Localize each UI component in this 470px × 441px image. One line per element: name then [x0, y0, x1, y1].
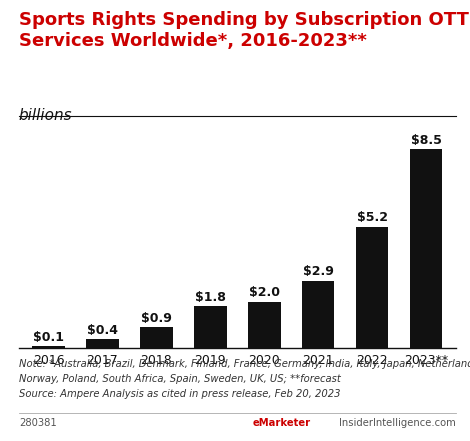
- Text: eMarketer: eMarketer: [253, 418, 311, 428]
- Bar: [86, 339, 118, 348]
- Text: $2.9: $2.9: [303, 265, 334, 278]
- Text: $5.2: $5.2: [357, 211, 388, 224]
- Bar: [194, 306, 227, 348]
- Text: $0.9: $0.9: [141, 312, 172, 325]
- Text: Sports Rights Spending by Subscription OTT
Services Worldwide*, 2016-2023**: Sports Rights Spending by Subscription O…: [19, 11, 469, 50]
- Bar: [140, 327, 172, 348]
- Text: billions: billions: [19, 108, 72, 123]
- Bar: [248, 302, 281, 348]
- Text: $8.5: $8.5: [411, 134, 442, 147]
- Text: Source: Ampere Analysis as cited in press release, Feb 20, 2023: Source: Ampere Analysis as cited in pres…: [19, 389, 340, 399]
- Bar: [356, 227, 388, 348]
- Text: InsiderIntelligence.com: InsiderIntelligence.com: [339, 418, 456, 428]
- Text: $0.4: $0.4: [87, 324, 118, 336]
- Text: $1.8: $1.8: [195, 291, 226, 304]
- Text: $0.1: $0.1: [33, 331, 64, 344]
- Text: 280381: 280381: [19, 418, 56, 428]
- Text: Norway, Poland, South Africa, Spain, Sweden, UK, US; **forecast: Norway, Poland, South Africa, Spain, Swe…: [19, 374, 341, 384]
- Bar: [32, 346, 65, 348]
- Bar: [302, 280, 335, 348]
- Bar: [410, 149, 442, 348]
- Text: Note: *Australia, Brazil, Denmark, Finland, France, Germany, India, Italy, Japan: Note: *Australia, Brazil, Denmark, Finla…: [19, 359, 470, 370]
- Text: $2.0: $2.0: [249, 286, 280, 299]
